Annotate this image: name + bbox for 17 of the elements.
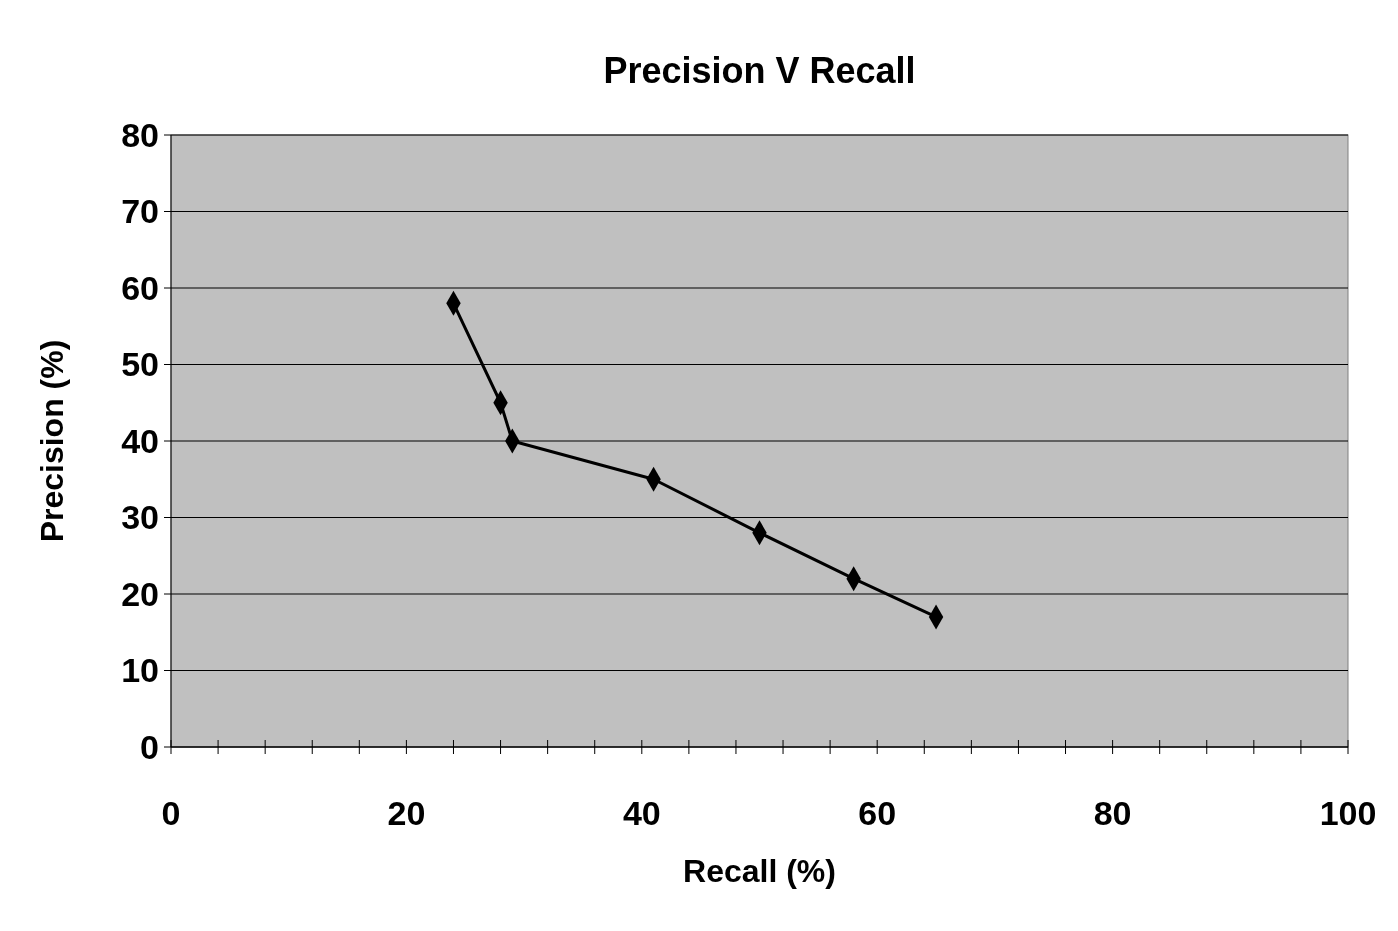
x-axis-title: Recall (%) <box>683 853 836 889</box>
x-tick-label: 60 <box>858 794 897 832</box>
y-tick-label: 40 <box>121 421 159 460</box>
y-tick-label: 10 <box>121 651 159 690</box>
x-tick-label: 100 <box>1319 794 1377 832</box>
y-axis-title: Precision (%) <box>34 339 70 543</box>
chart-title: Precision V Recall <box>603 50 916 91</box>
x-tick-label: 80 <box>1093 794 1132 832</box>
y-tick-label: 60 <box>121 268 159 307</box>
y-tick-label: 30 <box>121 498 159 537</box>
y-tick-label: 20 <box>121 574 159 613</box>
y-tick-label: 80 <box>121 115 159 154</box>
y-tick-label: 70 <box>121 192 159 231</box>
y-tick-label: 50 <box>121 345 159 384</box>
x-tick-label: 40 <box>622 794 661 832</box>
y-tick-label: 0 <box>140 727 159 766</box>
x-tick-label: 20 <box>387 794 426 832</box>
